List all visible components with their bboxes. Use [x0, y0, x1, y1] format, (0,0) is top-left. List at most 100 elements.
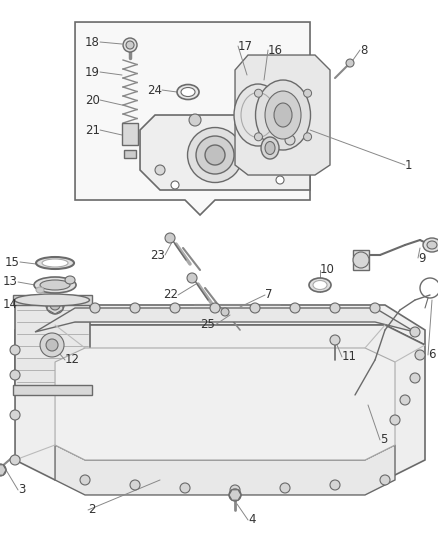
Ellipse shape: [255, 80, 311, 150]
Ellipse shape: [205, 145, 225, 165]
Text: 6: 6: [428, 349, 435, 361]
Circle shape: [126, 41, 134, 49]
Text: 1: 1: [405, 158, 413, 172]
Circle shape: [46, 339, 58, 351]
Circle shape: [304, 89, 311, 97]
Text: 23: 23: [150, 248, 165, 262]
Circle shape: [254, 89, 262, 97]
Text: 20: 20: [85, 93, 100, 107]
Circle shape: [330, 335, 340, 345]
Text: 4: 4: [248, 513, 255, 527]
Ellipse shape: [309, 278, 331, 292]
Ellipse shape: [36, 257, 74, 269]
Circle shape: [330, 303, 340, 313]
Text: 5: 5: [380, 433, 387, 447]
Circle shape: [155, 165, 165, 175]
Text: 25: 25: [200, 319, 215, 332]
Ellipse shape: [353, 252, 369, 268]
Ellipse shape: [42, 259, 68, 267]
Circle shape: [250, 303, 260, 313]
Circle shape: [123, 38, 137, 52]
Circle shape: [130, 480, 140, 490]
Bar: [124, 150, 136, 158]
Bar: [353, 250, 369, 270]
Bar: [13, 295, 92, 305]
Circle shape: [170, 303, 180, 313]
Circle shape: [90, 303, 100, 313]
Text: 8: 8: [360, 44, 367, 56]
Polygon shape: [55, 348, 395, 460]
Ellipse shape: [36, 287, 44, 293]
Circle shape: [276, 176, 284, 184]
Text: 12: 12: [65, 353, 80, 367]
Circle shape: [230, 485, 240, 495]
Circle shape: [330, 480, 340, 490]
Circle shape: [346, 59, 354, 67]
Polygon shape: [35, 308, 415, 332]
Circle shape: [10, 370, 20, 380]
Polygon shape: [15, 305, 425, 345]
Circle shape: [0, 464, 6, 476]
Text: 9: 9: [418, 252, 425, 264]
Polygon shape: [229, 490, 241, 500]
Circle shape: [400, 395, 410, 405]
Polygon shape: [47, 296, 63, 314]
Ellipse shape: [427, 241, 437, 249]
Ellipse shape: [181, 87, 195, 96]
Ellipse shape: [65, 276, 75, 284]
Circle shape: [187, 273, 197, 283]
Bar: [15, 300, 90, 390]
Text: 10: 10: [320, 263, 335, 277]
Text: 21: 21: [85, 124, 100, 136]
Ellipse shape: [265, 91, 301, 139]
Circle shape: [210, 303, 220, 313]
Text: 13: 13: [3, 276, 18, 288]
Circle shape: [50, 300, 60, 310]
Ellipse shape: [187, 127, 243, 182]
Polygon shape: [140, 115, 310, 190]
Ellipse shape: [261, 137, 279, 159]
Ellipse shape: [14, 294, 89, 306]
Ellipse shape: [234, 84, 282, 146]
Bar: [13, 385, 92, 395]
Circle shape: [10, 410, 20, 420]
Circle shape: [171, 181, 179, 189]
Polygon shape: [15, 325, 425, 480]
Ellipse shape: [177, 85, 199, 100]
Circle shape: [254, 133, 262, 141]
Circle shape: [130, 303, 140, 313]
Ellipse shape: [274, 103, 292, 127]
Circle shape: [46, 296, 64, 314]
Ellipse shape: [196, 136, 234, 174]
Circle shape: [290, 303, 300, 313]
Polygon shape: [75, 22, 310, 215]
Polygon shape: [0, 465, 6, 475]
Circle shape: [221, 308, 229, 316]
Text: 17: 17: [238, 39, 253, 53]
Text: 16: 16: [268, 44, 283, 56]
Text: 14: 14: [3, 298, 18, 311]
Circle shape: [410, 327, 420, 337]
Text: 3: 3: [18, 483, 25, 496]
Circle shape: [285, 135, 295, 145]
Circle shape: [40, 333, 64, 357]
Circle shape: [10, 455, 20, 465]
Circle shape: [180, 483, 190, 493]
Circle shape: [229, 489, 241, 501]
Text: 2: 2: [88, 504, 95, 516]
Text: 22: 22: [163, 288, 178, 302]
Circle shape: [80, 475, 90, 485]
Circle shape: [380, 475, 390, 485]
Circle shape: [410, 373, 420, 383]
Bar: [122, 123, 138, 145]
Circle shape: [189, 114, 201, 126]
Circle shape: [390, 415, 400, 425]
Text: 11: 11: [342, 351, 357, 364]
Ellipse shape: [34, 277, 76, 293]
Circle shape: [10, 345, 20, 355]
Circle shape: [165, 233, 175, 243]
Polygon shape: [55, 445, 395, 495]
Ellipse shape: [265, 142, 275, 155]
Circle shape: [370, 303, 380, 313]
Text: 24: 24: [147, 84, 162, 96]
